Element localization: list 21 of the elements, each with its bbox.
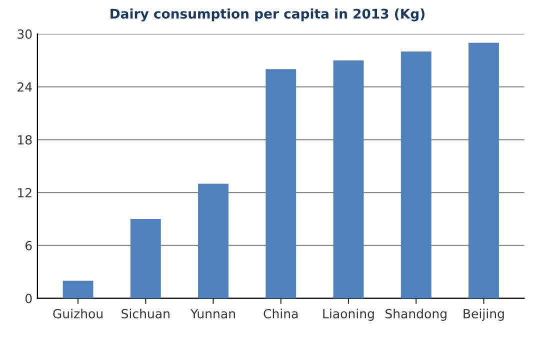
y-tick-label: 18	[18, 135, 32, 145]
bar	[130, 218, 161, 298]
bar	[62, 280, 94, 298]
bar	[400, 52, 432, 298]
bar	[198, 184, 228, 298]
chart-title: Dairy consumption per capita in 2013 (Kg)	[110, 8, 424, 22]
x-tick-label: Guizhou	[53, 308, 102, 318]
x-tick-label: Shandong	[385, 308, 446, 321]
x-tick-label: China	[264, 308, 298, 318]
y-tick-label: 30	[18, 29, 32, 39]
x-tick-label: Liaoning	[323, 308, 374, 321]
y-tick-label: 0	[25, 294, 32, 304]
x-tick-label: Yunnan	[190, 309, 235, 318]
bar	[333, 60, 364, 298]
bar	[266, 69, 296, 298]
x-tick-label: Sichuan	[122, 308, 170, 318]
bar	[468, 42, 499, 298]
y-tick-label: 24	[18, 82, 32, 92]
x-tick-label: Beijing	[464, 308, 504, 321]
y-tick-label: 6	[26, 240, 32, 250]
y-tick-label: 12	[18, 188, 32, 198]
